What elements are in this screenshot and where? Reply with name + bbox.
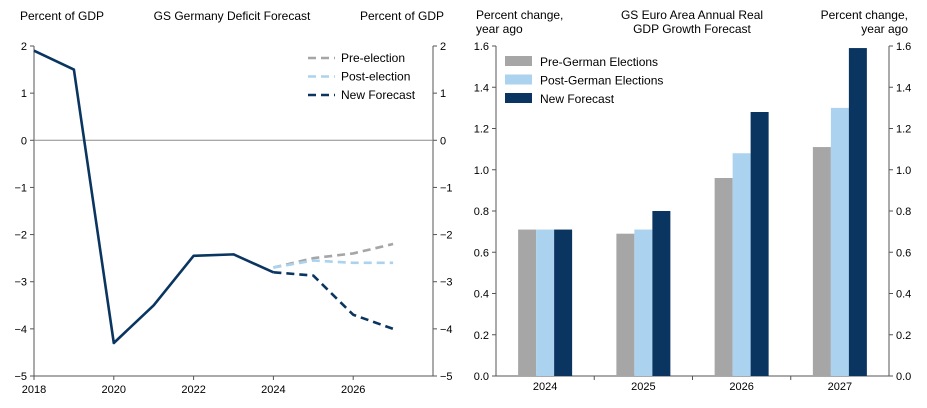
left-legend-label: New Forecast xyxy=(341,88,416,102)
left-xtick-label: 2024 xyxy=(261,384,285,396)
left-ytick-right-label: −1 xyxy=(440,182,453,194)
right-bar-new-forecast-2024 xyxy=(554,229,573,376)
right-ytick-left-label: 1.4 xyxy=(474,82,489,94)
right-ytick-right-label: 1.2 xyxy=(896,124,911,136)
left-xtick-label: 2018 xyxy=(22,384,46,396)
right-ytick-right-label: 0.0 xyxy=(896,371,911,383)
right-xtick-label: 2025 xyxy=(631,381,655,393)
right-chart-ylabel-left-line1: Percent change, xyxy=(476,8,563,22)
right-legend-label: Pre-German Elections xyxy=(540,55,658,69)
right-ytick-left-label: 1.6 xyxy=(474,41,489,53)
left-series-new-forecast-line xyxy=(273,270,394,331)
right-bar-new-forecast-2027 xyxy=(848,48,867,376)
right-ytick-right-label: 0.6 xyxy=(896,247,911,259)
right-ytick-left-label: 1.0 xyxy=(474,165,489,177)
right-ytick-left-label: 0.6 xyxy=(474,247,489,259)
right-ytick-left-label: 0.0 xyxy=(474,371,489,383)
left-legend-label: Post-election xyxy=(341,70,410,84)
left-ytick-right-label: −3 xyxy=(440,277,453,289)
right-xtick-label: 2026 xyxy=(729,381,753,393)
left-legend-label: Pre-election xyxy=(341,51,405,65)
right-bar-post-german-elections-2026 xyxy=(732,153,751,376)
right-xtick-label: 2024 xyxy=(533,381,557,393)
right-bar-new-forecast-2026 xyxy=(750,112,769,376)
right-ytick-right-label: 1.6 xyxy=(896,41,911,53)
right-chart-ylabel-right-line1: Percent change, xyxy=(821,8,908,22)
left-chart-ylabel-left: Percent of GDP xyxy=(20,9,104,23)
right-chart-title-line2: GDP Growth Forecast xyxy=(633,22,751,36)
right-ytick-left-label: 0.2 xyxy=(474,330,489,342)
left-ytick-right-label: −4 xyxy=(440,324,453,336)
left-ytick-left-label: −4 xyxy=(14,324,27,336)
left-ytick-right-label: 0 xyxy=(440,135,446,147)
right-ytick-right-label: 0.2 xyxy=(896,330,911,342)
right-ytick-right-label: 0.8 xyxy=(896,206,911,218)
right-chart-title-line1: GS Euro Area Annual Real xyxy=(621,8,763,22)
left-ytick-left-label: −1 xyxy=(14,182,27,194)
right-bar-post-german-elections-2025 xyxy=(634,229,653,376)
right-ytick-left-label: 0.8 xyxy=(474,206,489,218)
left-ytick-right-label: 2 xyxy=(440,41,446,53)
right-ytick-right-label: 1.4 xyxy=(896,82,911,94)
left-ytick-left-label: −3 xyxy=(14,277,27,289)
left-series-actual-line xyxy=(33,49,274,345)
left-ytick-left-label: −2 xyxy=(14,230,27,242)
right-bar-pre-german-elections-2025 xyxy=(616,233,635,376)
left-series-post-election-line xyxy=(273,259,394,269)
right-ytick-right-label: 1.0 xyxy=(896,165,911,177)
right-bar-pre-german-elections-2027 xyxy=(812,147,831,376)
left-chart-title: GS Germany Deficit Forecast xyxy=(154,9,311,23)
right-chart: 1.6 1.6 1.4 1.4 1.2 1.2 1.0 1.0 0.8 0.8 0.6 0.6 0.4 0… xyxy=(474,41,912,393)
right-ytick-left-label: 1.2 xyxy=(474,124,489,136)
right-bar-new-forecast-2025 xyxy=(652,211,671,376)
right-ytick-left-label: 0.4 xyxy=(474,289,489,301)
left-ytick-left-label: 2 xyxy=(21,41,27,53)
left-ytick-right-label: −2 xyxy=(440,230,453,242)
right-ytick-right-label: 0.4 xyxy=(896,289,911,301)
right-legend-swatch xyxy=(505,93,532,103)
right-chart-ylabel-right-line2: year ago xyxy=(861,22,908,36)
left-ytick-left-label: 1 xyxy=(21,88,27,100)
right-bar-post-german-elections-2024 xyxy=(536,229,555,376)
left-ytick-left-label: 0 xyxy=(21,135,27,147)
right-xtick-label: 2027 xyxy=(828,381,852,393)
left-ytick-right-label: −5 xyxy=(440,371,453,383)
right-legend-label: New Forecast xyxy=(540,92,615,106)
left-xtick-label: 2022 xyxy=(181,384,205,396)
right-chart-ylabel-left-line2: year ago xyxy=(476,22,523,36)
right-bar-pre-german-elections-2026 xyxy=(714,178,733,376)
right-bar-pre-german-elections-2024 xyxy=(518,229,537,376)
right-legend-swatch xyxy=(505,74,532,85)
right-legend-swatch xyxy=(505,56,532,66)
left-xtick-label: 2026 xyxy=(341,384,365,396)
left-chart-ylabel-right: Percent of GDP xyxy=(360,9,444,23)
right-legend-label: Post-German Elections xyxy=(540,74,663,88)
left-ytick-left-label: −5 xyxy=(14,371,27,383)
right-bar-post-german-elections-2027 xyxy=(830,107,849,376)
left-ytick-right-label: 1 xyxy=(440,88,446,100)
left-xtick-label: 2020 xyxy=(102,384,126,396)
